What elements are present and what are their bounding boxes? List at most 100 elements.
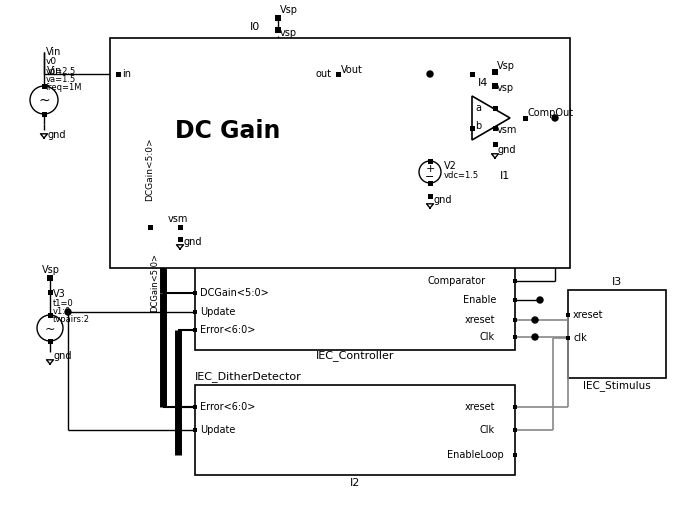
Text: gnd: gnd	[183, 237, 201, 247]
Text: DCGain<5:0>: DCGain<5:0>	[145, 137, 155, 201]
Bar	[48, 313, 53, 317]
Circle shape	[419, 161, 441, 183]
Text: Clk: Clk	[480, 425, 495, 435]
Bar	[566, 336, 570, 340]
Bar	[115, 72, 121, 76]
Text: +: +	[426, 164, 434, 174]
Text: v0: v0	[46, 57, 57, 66]
Bar	[492, 83, 498, 89]
Bar	[513, 405, 517, 409]
Text: a: a	[475, 103, 481, 113]
Text: DCGain<5:0>: DCGain<5:0>	[200, 288, 269, 298]
Bar	[193, 328, 197, 332]
Bar	[193, 310, 197, 314]
Text: vsp: vsp	[280, 28, 297, 38]
Text: I1: I1	[500, 171, 510, 181]
Bar	[193, 428, 197, 432]
Text: Vin: Vin	[47, 66, 62, 76]
Text: gnd: gnd	[47, 130, 65, 140]
Bar	[513, 428, 517, 432]
Circle shape	[37, 315, 63, 341]
Text: freq=1M: freq=1M	[46, 83, 83, 92]
Bar	[428, 193, 432, 199]
Text: IEC_Controller: IEC_Controller	[316, 350, 394, 361]
Bar	[195, 385, 515, 475]
Bar	[492, 105, 497, 110]
Circle shape	[537, 297, 543, 303]
Bar	[513, 279, 517, 283]
Bar	[195, 265, 515, 350]
Bar	[177, 236, 183, 242]
Bar	[492, 126, 497, 130]
Bar	[428, 181, 432, 186]
Text: xreset: xreset	[573, 310, 604, 320]
Bar	[469, 126, 475, 130]
Circle shape	[552, 115, 558, 121]
Text: gnd: gnd	[53, 351, 72, 361]
Bar	[568, 290, 666, 378]
Bar	[522, 116, 527, 120]
Text: vsp: vsp	[497, 83, 514, 93]
Text: v1:0: v1:0	[53, 306, 71, 315]
Bar	[275, 15, 281, 21]
Text: Vout: Vout	[341, 65, 363, 75]
Text: V2: V2	[444, 161, 457, 171]
Text: Update: Update	[200, 307, 235, 317]
Text: gnd: gnd	[433, 195, 451, 205]
Text: ~: ~	[38, 94, 50, 108]
Text: DCGain<5:0>: DCGain<5:0>	[151, 252, 160, 312]
Bar	[47, 275, 53, 281]
Text: ~: ~	[45, 322, 55, 335]
Text: vdc=1.5: vdc=1.5	[444, 172, 479, 181]
Text: Vsp: Vsp	[42, 265, 60, 275]
Text: −: −	[426, 172, 434, 182]
Text: IEC_DitherDetector: IEC_DitherDetector	[195, 372, 301, 383]
Text: tvpairs:2: tvpairs:2	[53, 314, 90, 323]
Text: CompOut: CompOut	[528, 108, 574, 118]
Text: I2: I2	[350, 478, 360, 488]
Text: Update: Update	[200, 425, 235, 435]
Bar	[193, 405, 197, 409]
Bar	[48, 289, 53, 295]
Bar	[513, 335, 517, 339]
Text: Clk: Clk	[480, 332, 495, 342]
Bar	[513, 298, 517, 302]
Text: Error<6:0>: Error<6:0>	[200, 402, 255, 412]
Text: IEC_Stimulus: IEC_Stimulus	[583, 381, 651, 392]
Text: Vin: Vin	[46, 47, 61, 57]
Bar	[42, 84, 46, 89]
Text: I4: I4	[478, 78, 488, 88]
Bar	[513, 453, 517, 457]
Text: vo=2.5: vo=2.5	[46, 66, 76, 75]
Bar	[469, 72, 475, 76]
Circle shape	[427, 71, 433, 77]
Bar	[492, 69, 498, 75]
Text: b: b	[475, 121, 481, 131]
Circle shape	[65, 309, 71, 315]
Text: DC Gain: DC Gain	[175, 119, 281, 143]
Text: EnableLoop: EnableLoop	[447, 450, 504, 460]
Bar	[147, 225, 153, 229]
Text: I3: I3	[612, 277, 622, 287]
Bar	[566, 313, 570, 317]
Bar	[110, 38, 570, 268]
Text: Error<6:0>: Error<6:0>	[200, 325, 255, 335]
Text: Enable: Enable	[463, 295, 496, 305]
Bar	[492, 142, 497, 146]
Text: t1=0: t1=0	[53, 298, 74, 307]
Bar	[428, 158, 432, 163]
Bar	[193, 291, 197, 295]
Text: Vsp: Vsp	[497, 61, 515, 71]
Text: in: in	[122, 69, 131, 79]
Text: Comparator: Comparator	[427, 276, 485, 286]
Text: Vsp: Vsp	[280, 5, 298, 15]
Text: xreset: xreset	[465, 315, 496, 325]
Text: clk: clk	[573, 333, 587, 343]
Bar	[336, 72, 340, 76]
Bar	[118, 52, 338, 227]
Bar	[42, 111, 46, 117]
Circle shape	[30, 86, 58, 114]
Bar	[513, 318, 517, 322]
Text: va=1.5: va=1.5	[46, 75, 76, 84]
Bar	[275, 27, 281, 33]
